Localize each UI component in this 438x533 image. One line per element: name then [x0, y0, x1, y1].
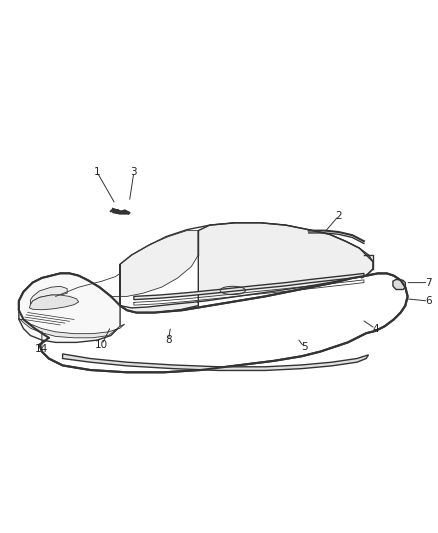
- Text: 6: 6: [425, 296, 431, 306]
- Text: 8: 8: [165, 335, 172, 345]
- Polygon shape: [295, 230, 364, 275]
- Polygon shape: [63, 354, 368, 370]
- Polygon shape: [134, 273, 364, 300]
- Polygon shape: [19, 273, 120, 342]
- Text: 3: 3: [131, 167, 137, 177]
- Text: 7: 7: [425, 278, 431, 288]
- Polygon shape: [120, 223, 373, 312]
- Polygon shape: [29, 295, 79, 310]
- Polygon shape: [113, 209, 129, 214]
- Polygon shape: [198, 223, 297, 271]
- Text: 14: 14: [35, 344, 49, 354]
- Polygon shape: [19, 273, 408, 373]
- Polygon shape: [393, 279, 405, 289]
- Text: 10: 10: [95, 340, 108, 350]
- Text: 1: 1: [94, 167, 100, 177]
- Polygon shape: [111, 231, 198, 305]
- Text: 4: 4: [372, 324, 379, 334]
- Text: 5: 5: [301, 342, 307, 352]
- Polygon shape: [30, 286, 67, 305]
- Text: 2: 2: [336, 211, 342, 221]
- Polygon shape: [19, 318, 125, 338]
